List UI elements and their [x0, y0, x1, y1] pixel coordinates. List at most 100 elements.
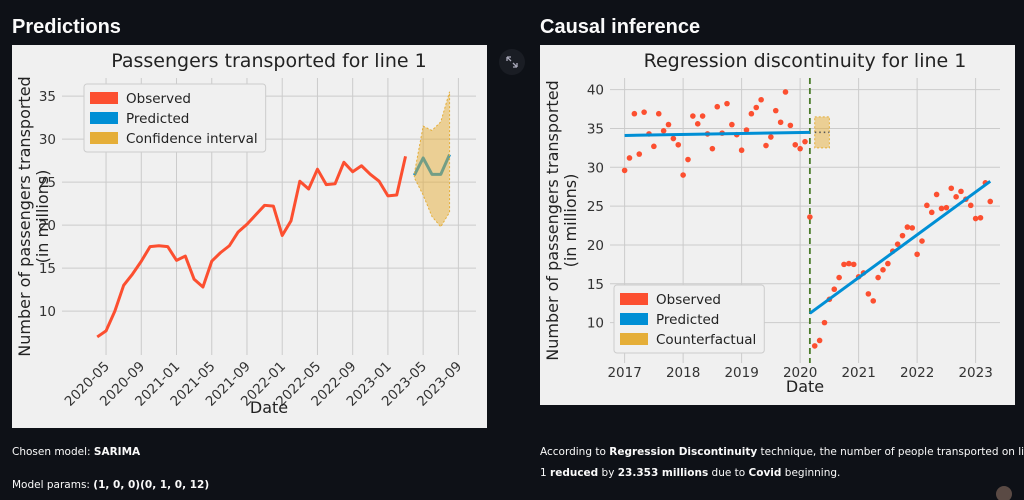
scatter-point [738, 147, 745, 154]
legend-box [83, 83, 267, 153]
note-text: technique, the number of people transpor… [757, 446, 1024, 458]
note: Model params: (1, 0, 0)(0, 1, 0, 12) [12, 479, 209, 491]
series-line [808, 180, 992, 315]
legend-label: Observed [656, 292, 721, 308]
y-tick-label: 10 [587, 316, 604, 332]
scatter-point [709, 145, 716, 152]
scatter-point [928, 209, 935, 216]
note-text: 1 [540, 467, 550, 479]
y-tick-label: 10 [39, 304, 56, 320]
y-tick-label: 20 [39, 218, 56, 234]
y-tick-label: 15 [587, 277, 604, 293]
figure [540, 45, 1015, 405]
x-tick-label: 2018 [666, 365, 700, 381]
scatter-point [758, 96, 764, 103]
chart: Regression discontinuity for line 1 10 15 2… [543, 50, 1000, 396]
scatter-point [948, 185, 955, 192]
scatter-point [724, 100, 730, 107]
scatter-point [768, 134, 774, 140]
note: Chosen model: SARIMA [12, 446, 141, 458]
scatter-point [836, 274, 842, 281]
scatter-point [875, 274, 881, 281]
x-axis-label: Date [786, 377, 824, 396]
legend-swatch [620, 333, 648, 345]
fullscreen-button[interactable] [499, 49, 525, 75]
scatter-point [802, 138, 808, 145]
note-bold: Regression Discontinuity [609, 446, 757, 458]
scatter-point [987, 198, 994, 205]
scatter-point [782, 89, 789, 95]
y-tick-label: 20 [587, 238, 604, 254]
avatar[interactable] [996, 486, 1012, 500]
y-tick-label: 40 [587, 83, 604, 99]
legend-label: Counterfactual [656, 332, 756, 348]
y-tick-label: 35 [587, 121, 604, 137]
x-tick-label: 2020 [783, 365, 817, 381]
scatter-point [953, 194, 959, 200]
scatter-point [660, 128, 667, 134]
note-bold: SARIMA [94, 446, 141, 458]
legend-label: Predicted [126, 111, 189, 127]
scatter-point [655, 110, 662, 117]
note-bold: reduced [550, 467, 598, 479]
scatter-point [699, 113, 706, 119]
scatter-point [865, 291, 872, 297]
scatter-point [685, 156, 691, 163]
scatter-point [777, 119, 784, 126]
scatter-point [743, 127, 750, 133]
scatter-point [641, 109, 647, 115]
scatter-point [967, 202, 974, 209]
scatter-point [904, 224, 911, 230]
x-tick-label: 2023 [958, 365, 992, 381]
section-title: Causal inference [540, 16, 700, 38]
confidence-band [814, 116, 830, 149]
y-axis-label: Number of passengers transported [15, 76, 34, 356]
legend-swatch [620, 313, 648, 325]
scatter-point [938, 205, 945, 212]
note-text: Chosen model: [12, 446, 94, 458]
scatter-point [748, 110, 755, 117]
scatter-point [675, 141, 682, 148]
legend: Observed Predicted Counterfactual [613, 284, 765, 354]
scatter-point [846, 260, 852, 267]
scatter-point [841, 261, 847, 268]
scatter-point [909, 225, 916, 231]
scatter-point [816, 337, 823, 344]
scatter-point [792, 141, 799, 148]
note-text: beginning. [781, 467, 840, 479]
legend-label: Predicted [656, 312, 719, 328]
legend: Observed Predicted Confidence interval [83, 83, 267, 153]
legend-box [613, 284, 765, 354]
legend-swatch [620, 293, 648, 305]
y-tick-label: 30 [587, 160, 604, 176]
y-tick-label: 30 [39, 132, 56, 148]
scatter-point [943, 204, 950, 211]
note-bold: (1, 0, 0)(0, 1, 0, 12) [93, 479, 209, 491]
scatter-point [763, 142, 769, 149]
scatter-point [665, 121, 672, 128]
scatter-point [787, 122, 794, 129]
series-line [624, 130, 810, 137]
y-tick-label: 25 [587, 199, 604, 215]
confidence-band [413, 91, 451, 228]
x-tick-label: 2017 [607, 365, 641, 381]
note-text: According to [540, 446, 609, 458]
scatter-point [690, 113, 696, 119]
scatter-point [631, 110, 638, 117]
note-text: Model params: [12, 479, 93, 491]
scatter-point [894, 241, 901, 247]
scatter-point [753, 104, 760, 111]
scatter-point [850, 261, 857, 268]
scatter-point [636, 151, 643, 157]
scatter-point [831, 286, 838, 293]
scatter-point [797, 145, 803, 152]
y-axis-label: (in millions) [561, 174, 580, 268]
legend-swatch [90, 132, 118, 144]
scatter-point [694, 121, 701, 127]
scatter-point [899, 232, 906, 239]
note-text: by [598, 467, 618, 479]
y-tick-label: 25 [39, 175, 56, 191]
scatter-point [977, 214, 984, 221]
note-bold: 23.353 millions [618, 467, 708, 479]
